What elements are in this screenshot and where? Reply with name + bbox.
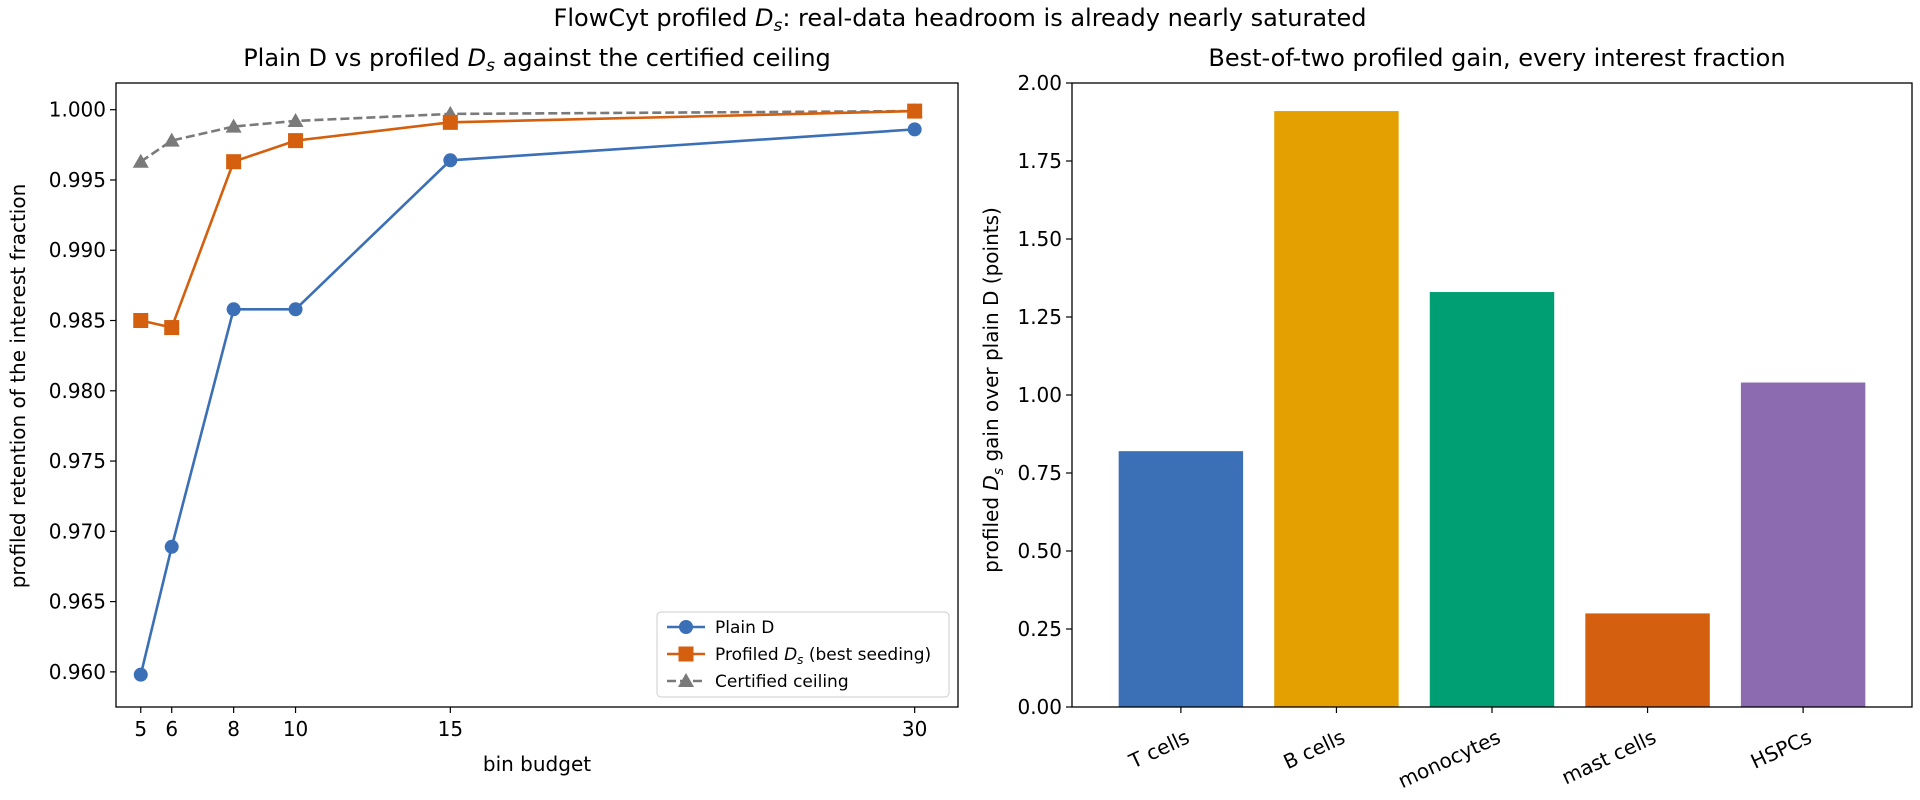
legend-label-1: Profiled Ds (best seeding) (715, 645, 931, 667)
left-x-tick-label: 8 (227, 717, 240, 741)
right-x-tick-label: B cells (1280, 725, 1349, 774)
right-y-tick-label: 0.50 (1017, 539, 1062, 563)
right-chart-title: Best-of-two profiled gain, every interes… (1208, 44, 1785, 72)
left-plot-area: 0.960 0.965 0.970 0.975 0.980 0.985 0.990 0.995… (49, 82, 959, 741)
left-y-tick-label: 0.980 (49, 379, 106, 403)
left-y-tick-label: 0.970 (49, 519, 106, 543)
right-y-tick-label: 1.75 (1017, 149, 1062, 173)
left-y-tick-label: 0.965 (49, 590, 106, 614)
legend-marker (679, 620, 693, 634)
left-y-axis-label: profiled retention of the interest fract… (6, 184, 30, 589)
series-2-point (225, 118, 242, 133)
right-x-tick-label: mast cells (1558, 725, 1660, 790)
series-1-point (442, 114, 458, 130)
legend-label-0: Plain D (715, 618, 774, 638)
right-axes-frame (1071, 82, 1913, 708)
right-y-tick-label: 0.75 (1017, 461, 1062, 485)
left-y-tick-label: 0.975 (49, 449, 106, 473)
left-chart-title: Plain D vs profiled Ds against the certi… (243, 44, 831, 76)
legend-marker (678, 646, 694, 662)
figure-suptitle: FlowCyt profiled Ds: real-data headroom … (554, 4, 1367, 36)
right-y-tick-label: 1.25 (1017, 305, 1062, 329)
right-x-tick-label: monocytes (1394, 725, 1504, 793)
series-0-point (226, 302, 241, 317)
right-y-tick-label: 0.00 (1017, 695, 1062, 719)
left-x-tick-label: 15 (438, 717, 463, 741)
bar-t-cells (1118, 451, 1244, 707)
legend-marker (678, 673, 694, 687)
right-chart-gain: Best-of-two profiled gain, every interes… (979, 44, 1913, 793)
series-2-point (132, 153, 149, 168)
left-x-tick-label: 6 (165, 717, 178, 741)
bar-b-cells (1274, 111, 1399, 707)
series-1-point (288, 133, 304, 149)
left-x-tick-label: 10 (283, 717, 308, 741)
series-0-point (907, 122, 922, 137)
left-y-tick-label: 0.985 (49, 309, 106, 333)
bar-mast-cells (1585, 613, 1710, 707)
series-0-point (288, 302, 303, 317)
right-x-tick-label: HSPCs (1747, 725, 1815, 774)
bar-monocytes (1429, 292, 1555, 707)
right-y-tick-label: 2.00 (1017, 71, 1062, 95)
left-axes-frame (115, 82, 959, 708)
legend-label-2: Certified ceiling (715, 672, 849, 692)
left-y-tick-label: 1.000 (49, 98, 106, 122)
right-y-axis-label: profiled Ds gain over plain D (points) (979, 207, 1007, 573)
left-y-tick-label: 0.995 (49, 168, 106, 192)
left-x-axis-label: bin budget (483, 752, 591, 776)
left-x-tick-label: 5 (134, 717, 147, 741)
series-1-point (133, 313, 149, 329)
series-0-point (443, 153, 458, 168)
series-1-point (907, 103, 923, 119)
legend: Plain D Profiled Ds (best seeding) Certifi… (656, 611, 950, 698)
left-y-tick-label: 0.960 (49, 660, 106, 684)
legend-box (656, 611, 950, 698)
series-0-point (164, 539, 179, 554)
left-y-tick-label: 0.990 (49, 238, 106, 262)
series-2-point (163, 132, 180, 147)
right-plot-area: 0.00 0.25 0.50 0.75 1.00 1.25 1.50 1.75 2.00 T ce… (1017, 71, 1913, 793)
left-chart-retention: Plain D vs profiled Ds against the certi… (6, 44, 959, 776)
series-1-point (226, 154, 242, 170)
left-x-tick-label: 30 (902, 717, 927, 741)
right-y-tick-label: 1.00 (1017, 383, 1062, 407)
right-x-tick-label: T cells (1124, 725, 1193, 774)
series-line-0 (139, 128, 915, 675)
right-y-tick-label: 0.25 (1017, 617, 1062, 641)
bar-hspcs (1740, 382, 1866, 707)
series-line-1 (140, 109, 915, 330)
right-y-tick-label: 1.50 (1017, 227, 1062, 251)
series-1-point (164, 320, 180, 336)
series-2-point (287, 112, 304, 127)
series-0-point (133, 667, 148, 682)
